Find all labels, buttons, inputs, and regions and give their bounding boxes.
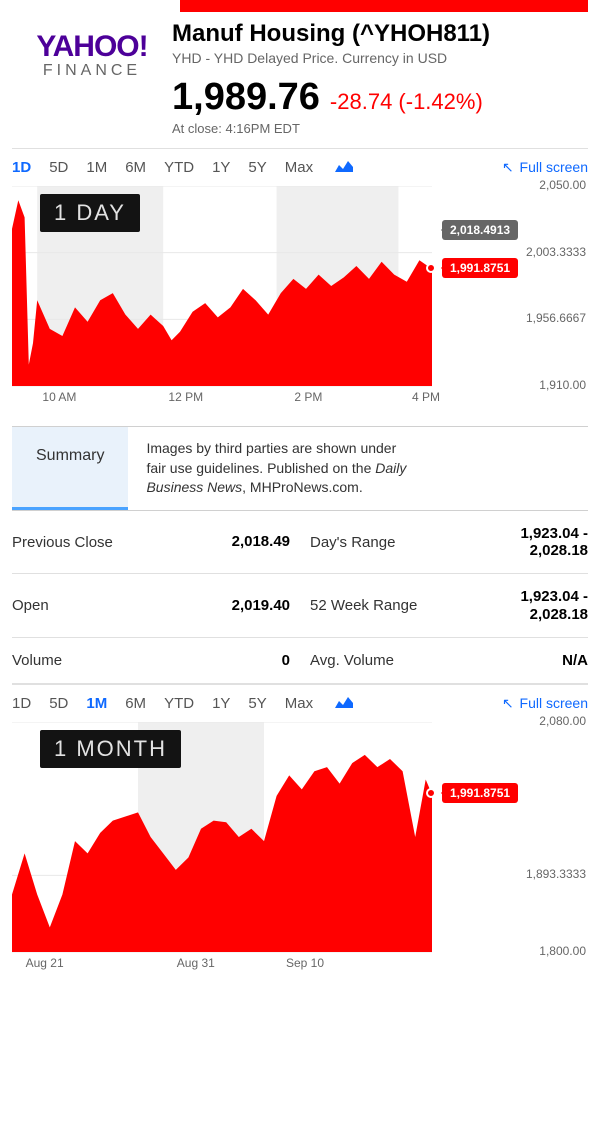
y-axis-label: 2,050.00 — [539, 178, 586, 192]
x-axis-label: Aug 31 — [177, 956, 215, 978]
range-tab-1d[interactable]: 1D — [12, 695, 31, 712]
y-axis-label: 2,003.3333 — [526, 245, 586, 259]
range-tab-1y[interactable]: 1Y — [212, 695, 230, 712]
logo-text: YAHOO! — [36, 30, 147, 63]
stat-value: 2,019.40 — [232, 597, 290, 614]
chart-badge: 1 MONTH — [40, 730, 181, 768]
range-tab-1m[interactable]: 1M — [86, 159, 107, 176]
range-tab-max[interactable]: Max — [285, 159, 313, 176]
y-axis-label: 1,893.3333 — [526, 867, 586, 881]
range-tab-5d[interactable]: 5D — [49, 159, 68, 176]
stats-row: Volume0Avg. VolumeN/A — [12, 638, 588, 684]
x-axis-label: 12 PM — [168, 390, 203, 412]
stat-cell: Day's Range1,923.04 - 2,028.18 — [290, 525, 588, 560]
range-tabs: 1D 5D 1M 6M YTD 1Y 5Y Max Full screen — [12, 159, 588, 176]
stats-table: Previous Close2,018.49Day's Range1,923.0… — [12, 511, 588, 684]
stat-value: 2,018.49 — [232, 533, 290, 550]
stat-value: 1,923.04 - 2,028.18 — [520, 588, 588, 623]
stat-cell: 52 Week Range1,923.04 - 2,028.18 — [290, 588, 588, 623]
y-axis-label: 2,080.00 — [539, 714, 586, 728]
last-price: 1,989.76 — [172, 76, 320, 119]
x-axis-label: 4 PM — [412, 390, 440, 412]
y-axis-label: 1,800.00 — [539, 944, 586, 958]
header: YAHOO! FINANCE Manuf Housing (^YHOH811) … — [0, 20, 600, 148]
chart-1d: 2,050.002,003.33331,956.66671,910.0010 A… — [12, 186, 588, 410]
tab-summary[interactable]: Summary — [12, 427, 128, 510]
fairuse-note: Images by third parties are shown under … — [128, 427, 588, 510]
x-axis-label: Aug 21 — [26, 956, 64, 978]
stat-cell: Previous Close2,018.49 — [12, 525, 290, 560]
stat-value: 0 — [282, 652, 290, 669]
close-time: At close: 4:16PM EDT — [172, 121, 588, 136]
stat-label: Day's Range — [310, 534, 520, 551]
stat-label: Previous Close — [12, 534, 232, 551]
chart-type-icon[interactable] — [335, 695, 353, 712]
y-axis-label: 1,910.00 — [539, 378, 586, 392]
range-tab-5y[interactable]: 5Y — [248, 159, 266, 176]
stat-label: Avg. Volume — [310, 652, 562, 669]
price-subtitle: YHD - YHD Delayed Price. Currency in USD — [172, 50, 588, 66]
stat-value: 1,923.04 - 2,028.18 — [520, 525, 588, 560]
x-axis-label: 10 AM — [42, 390, 76, 412]
range-tab-1m[interactable]: 1M — [86, 695, 107, 712]
chart-1m-section: 1D 5D 1M 6M YTD 1Y 5Y Max Full screen 2,080.00 1… — [12, 684, 588, 976]
x-axis-label: Sep 10 — [286, 956, 324, 978]
range-tab-6m[interactable]: 6M — [125, 695, 146, 712]
range-tab-5y[interactable]: 5Y — [248, 695, 266, 712]
price-callout: 2,018.4913 — [442, 220, 518, 240]
summary-strip: Summary Images by third parties are show… — [12, 426, 588, 511]
yahoo-finance-logo: YAHOO! FINANCE — [12, 20, 172, 136]
chart-type-icon[interactable] — [335, 159, 353, 176]
last-price-dot — [426, 263, 436, 273]
range-tab-5d[interactable]: 5D — [49, 695, 68, 712]
range-tabs: 1D 5D 1M 6M YTD 1Y 5Y Max Full screen — [12, 695, 588, 712]
range-tab-ytd[interactable]: YTD — [164, 695, 194, 712]
stats-row: Previous Close2,018.49Day's Range1,923.0… — [12, 511, 588, 575]
stat-cell: Volume0 — [12, 652, 290, 669]
chart-badge: 1 DAY — [40, 194, 140, 232]
symbol-title: Manuf Housing (^YHOH811) — [172, 20, 588, 48]
stat-label: Open — [12, 597, 232, 614]
y-axis-label: 1,956.6667 — [526, 311, 586, 325]
range-tab-1y[interactable]: 1Y — [212, 159, 230, 176]
stat-label: Volume — [12, 652, 282, 669]
chart-1d-section: 1D 5D 1M 6M YTD 1Y 5Y Max Full screen 2,050.00 2… — [12, 148, 588, 410]
stats-row: Open2,019.4052 Week Range1,923.04 - 2,02… — [12, 574, 588, 638]
x-axis-label: 2 PM — [294, 390, 322, 412]
stat-value: N/A — [562, 652, 588, 669]
price-callout: 1,991.8751 — [442, 783, 518, 803]
range-tab-max[interactable]: Max — [285, 695, 313, 712]
range-tab-ytd[interactable]: YTD — [164, 159, 194, 176]
range-tab-1d[interactable]: 1D — [12, 159, 31, 176]
price-callout: 1,991.8751 — [442, 258, 518, 278]
stat-cell: Avg. VolumeN/A — [290, 652, 588, 669]
logo-subtext: FINANCE — [43, 62, 141, 80]
range-tab-6m[interactable]: 6M — [125, 159, 146, 176]
fullscreen-button[interactable]: Full screen — [502, 159, 588, 176]
price-change: -28.74 (-1.42%) — [330, 89, 483, 115]
fullscreen-button[interactable]: Full screen — [502, 695, 588, 712]
chart-1m: 2,080.001,893.33331,800.00Aug 21Aug 31Se… — [12, 722, 588, 976]
stat-cell: Open2,019.40 — [12, 588, 290, 623]
stat-label: 52 Week Range — [310, 597, 520, 614]
